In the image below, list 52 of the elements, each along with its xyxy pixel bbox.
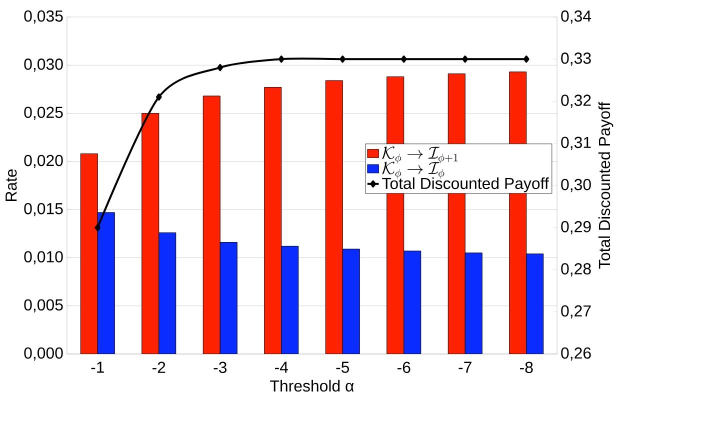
y2-tick-label: 0,33 (561, 52, 591, 66)
bar (80, 153, 98, 354)
y-tick-label: 0,020 (24, 154, 63, 168)
x-tick-label: -1 (91, 362, 104, 373)
bar (404, 250, 422, 354)
x-tick-label: -3 (214, 362, 227, 374)
x-tick-label: -6 (397, 362, 410, 374)
legend-label: $\mathcal{K}_{\phi} \rightarrow \mathcal{I}_{\phi}$ (382, 162, 444, 179)
bar (142, 113, 160, 354)
y2-tick-label: 0,29 (561, 221, 591, 234)
x-tick-label: -8 (520, 362, 533, 374)
y2-tick-label: 0,31 (561, 136, 591, 150)
y2-tick-label: 0,28 (561, 263, 591, 276)
y-tick-label: 0,010 (24, 251, 63, 264)
bar (202, 96, 220, 354)
legend-label: $\mathcal{K}_{\phi} \rightarrow \mathcal{I}_{\phi+1}$ (382, 146, 458, 164)
y2-axis-title: Total Discounted Payoff (598, 102, 614, 269)
bar (97, 212, 115, 354)
y-tick-label: 0,015 (24, 202, 63, 216)
y-tick-label: 0,030 (24, 58, 63, 72)
y2-tick-label: 0,30 (561, 178, 591, 192)
point (340, 56, 346, 63)
x-tick-label: -7 (458, 362, 472, 373)
point (523, 56, 530, 63)
y2-tick-label: 0,34 (561, 10, 592, 24)
point (217, 64, 224, 72)
y-tick-label: 0,005 (24, 299, 63, 312)
point (156, 93, 162, 101)
y2-tick-label: 0,27 (561, 305, 591, 318)
x-tick-label: -4 (274, 362, 288, 373)
x-axis-title: Threshold α (270, 380, 354, 392)
point (462, 56, 468, 63)
legend-label: Total Discounted Payoff (382, 177, 549, 192)
bar (264, 87, 282, 354)
bar (464, 252, 482, 354)
y-tick-label: 0,000 (24, 347, 63, 361)
bar (342, 248, 360, 354)
bar (526, 254, 544, 354)
x-tick-label: -5 (336, 362, 350, 373)
x-tick-label: -2 (152, 362, 166, 373)
y-axis-title: Rate (6, 169, 17, 202)
y-tick-label: 0,025 (24, 106, 63, 120)
y2-tick-label: 0,32 (561, 94, 591, 108)
point (94, 224, 101, 232)
bar (281, 246, 299, 354)
point (278, 56, 284, 63)
y-tick-label: 0,035 (24, 10, 63, 24)
y2-tick-label: 0,26 (561, 347, 591, 361)
point (400, 56, 407, 63)
bar (220, 242, 238, 354)
bar (325, 80, 343, 354)
bar (158, 232, 176, 354)
